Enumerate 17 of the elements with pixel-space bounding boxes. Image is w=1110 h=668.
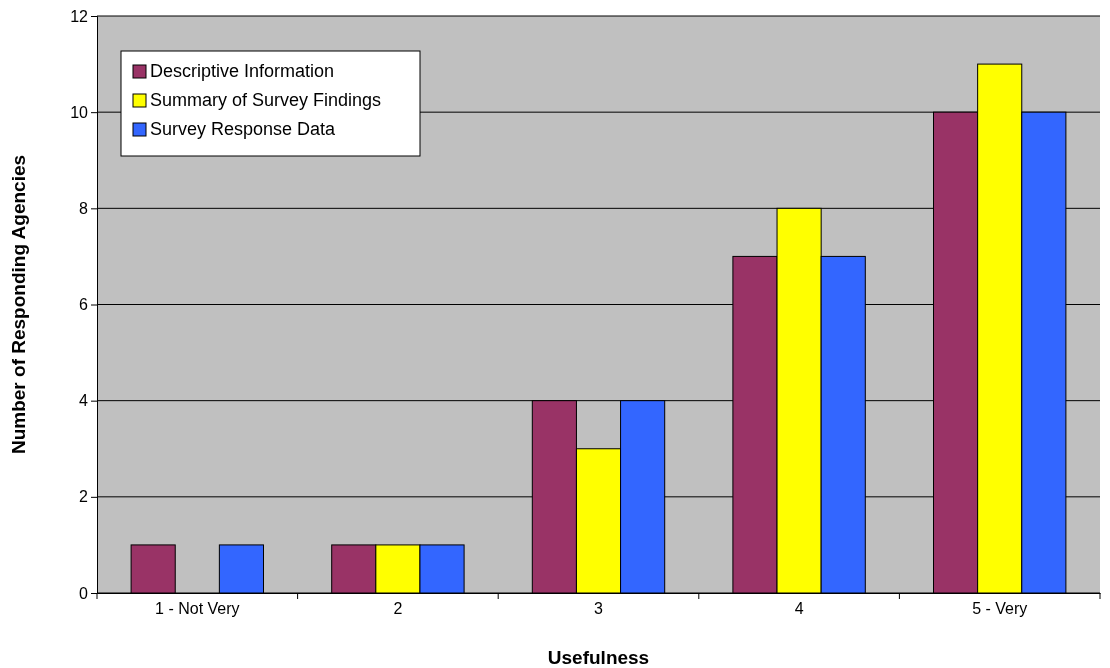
x-tick-label: 5 - Very [972, 599, 1028, 617]
x-tick-label: 4 [794, 599, 804, 617]
x-axis-title: Usefulness [547, 647, 650, 668]
legend-label: Survey Response Data [150, 119, 337, 139]
x-tick-label: 2 [393, 599, 403, 617]
y-tick-label: 10 [70, 103, 89, 121]
x-tick-label: 3 [594, 599, 604, 617]
y-tick-label: 6 [79, 296, 89, 314]
legend-label: Summary of Survey Findings [150, 90, 382, 110]
y-tick-label: 0 [79, 584, 89, 602]
y-tick-label: 2 [79, 488, 89, 506]
legend-label: Descriptive Information [150, 61, 335, 81]
y-tick-label: 8 [79, 199, 89, 217]
y-axis-title: Number of Responding Agencies [8, 154, 29, 455]
y-tick-label: 12 [70, 7, 89, 25]
y-tick-label: 4 [79, 392, 89, 410]
x-tick-label: 1 - Not Very [155, 599, 240, 617]
